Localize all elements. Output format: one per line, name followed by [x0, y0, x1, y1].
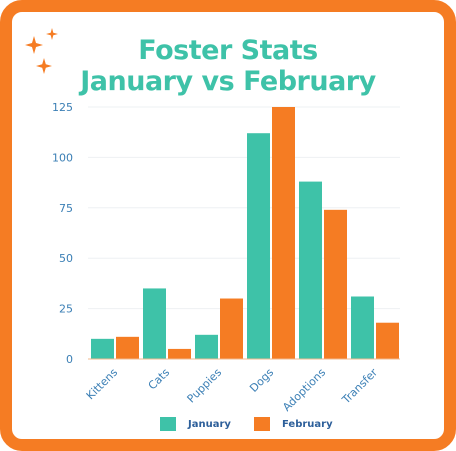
y-tick-label: 125	[52, 101, 73, 114]
y-tick-label: 100	[52, 151, 73, 164]
bar-january-dogs	[247, 133, 270, 359]
bar-february-dogs	[272, 107, 295, 359]
bar-february-cats	[168, 348, 191, 359]
y-tick-label: 25	[59, 303, 73, 316]
x-tick-label: Transfer	[339, 366, 381, 408]
bar-january-cats	[143, 288, 166, 359]
y-tick-label: 75	[59, 202, 73, 215]
x-tick-label: Dogs	[247, 366, 276, 395]
bar-february-puppies	[220, 298, 243, 359]
bar-february-adoptions	[324, 209, 347, 359]
bar-january-adoptions	[299, 181, 322, 359]
legend: January February	[0, 417, 456, 435]
sparkle-icon	[25, 28, 58, 74]
bar-february-kittens	[116, 336, 139, 359]
legend-label-february: February	[282, 418, 333, 430]
chart-title-line-2: January vs February	[80, 66, 376, 97]
bar-january-kittens	[91, 338, 114, 359]
legend-item-february: February	[254, 417, 333, 431]
legend-item-january: January	[160, 417, 231, 431]
bar-february-transfer	[376, 322, 399, 359]
x-tick-label: Adoptions	[280, 366, 328, 414]
chart-title-line-1: Foster Stats	[138, 35, 318, 66]
x-tick-label: Puppies	[185, 366, 225, 406]
bar-january-puppies	[195, 334, 218, 359]
x-tick-label: Cats	[146, 366, 173, 393]
x-tick-label: Kittens	[84, 366, 121, 403]
bar-january-transfer	[351, 296, 374, 359]
legend-label-january: January	[188, 418, 231, 430]
legend-swatch-february	[254, 417, 270, 431]
legend-swatch-january	[160, 417, 176, 431]
y-tick-label: 0	[66, 353, 73, 366]
y-tick-label: 50	[59, 252, 73, 265]
